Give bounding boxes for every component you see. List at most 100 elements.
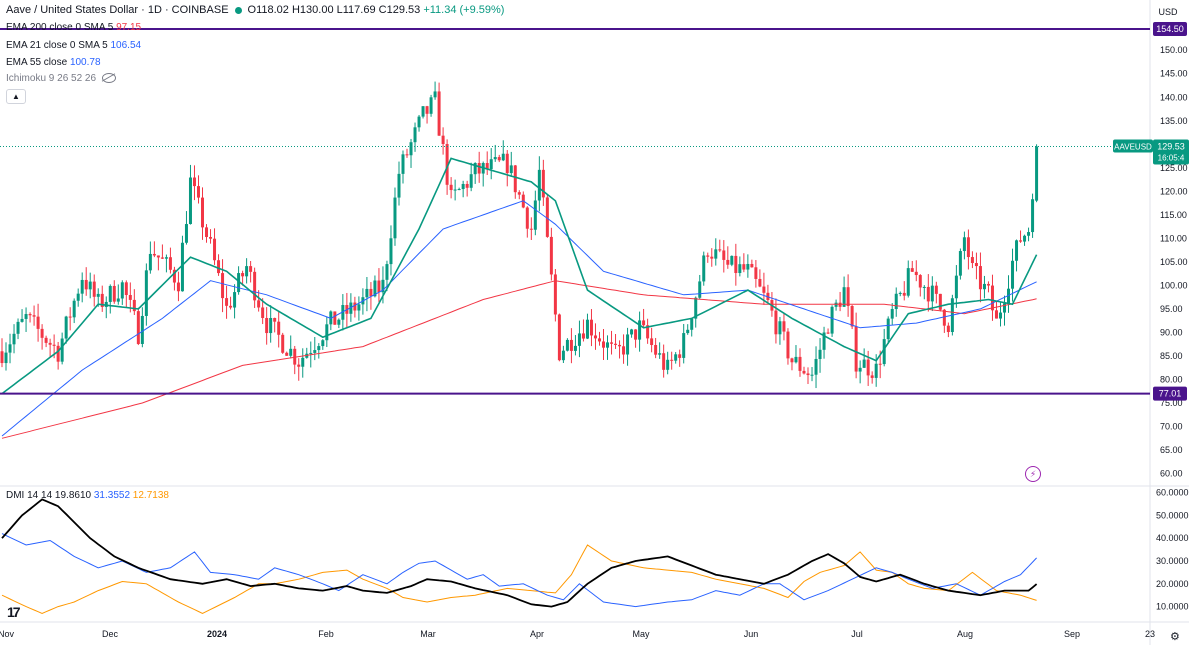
candle-body <box>686 329 690 334</box>
candle-body <box>998 312 1002 319</box>
price-tick-label: 70.00 <box>1160 422 1183 432</box>
candle-body <box>172 269 176 283</box>
candle-body <box>990 285 994 311</box>
candle-body <box>112 285 116 302</box>
candle-body <box>610 342 614 344</box>
candle-body <box>333 311 337 325</box>
candle-body <box>1019 240 1023 242</box>
candle-body <box>156 255 160 258</box>
candle-body <box>806 373 810 376</box>
candle-body <box>229 305 233 308</box>
candle-body <box>357 304 361 311</box>
candle-body <box>794 356 798 363</box>
candle-body <box>40 328 44 338</box>
price-tick-label: 140.00 <box>1160 92 1188 102</box>
price-tick-label: 135.00 <box>1160 116 1188 126</box>
candle-body <box>44 337 48 343</box>
level-price-label: 77.01 <box>1159 389 1182 399</box>
ema21-line <box>1 157 1038 395</box>
candle-body <box>914 271 918 276</box>
candle-body <box>273 317 277 322</box>
price-tick-label: 105.00 <box>1160 257 1188 267</box>
candle-body <box>666 359 670 370</box>
candle-body <box>894 293 898 310</box>
candle-body <box>802 370 806 374</box>
candle-body <box>309 352 313 354</box>
indicator-value: 106.54 <box>110 40 142 51</box>
candle-body <box>285 352 289 356</box>
candle-body <box>742 264 746 270</box>
candle-body <box>12 333 16 345</box>
indicator-ema21[interactable]: EMA 21 close 0 SMA 5 106.54 <box>6 40 141 51</box>
candle-body <box>690 318 694 330</box>
candle-body <box>144 270 148 316</box>
symbol-label[interactable]: Aave / United States Dollar · 1D · COINB… <box>6 4 229 16</box>
candle-body <box>184 224 188 243</box>
indicator-value: 100.78 <box>69 57 101 68</box>
candle-body <box>541 169 545 198</box>
adx-line <box>1 498 1038 608</box>
adx-value: 19.8610 <box>54 490 92 501</box>
candle-body <box>614 343 618 345</box>
candle-body <box>92 281 96 297</box>
candle-body <box>674 354 678 361</box>
symbol-title: Aave / United States Dollar · 1D · COINB… <box>6 4 504 16</box>
candle-body <box>798 356 802 371</box>
candle-body <box>862 359 866 368</box>
candle-body <box>0 351 4 364</box>
indicator-ema200[interactable]: EMA 200 close 0 SMA 5 97.15 <box>6 22 141 33</box>
candle-body <box>196 186 200 198</box>
candle-body <box>902 292 906 296</box>
indicator-ema55[interactable]: EMA 55 close 100.78 <box>6 57 101 68</box>
candle-body <box>870 375 874 378</box>
currency-label[interactable]: USD <box>1158 7 1178 17</box>
candle-body <box>545 197 549 237</box>
candle-body <box>24 314 28 319</box>
candle-body <box>946 325 950 333</box>
time-tick-label: Jun <box>744 629 759 639</box>
candle-body <box>425 106 429 114</box>
candle-body <box>60 338 64 362</box>
candle-body <box>301 357 305 367</box>
close-value: C129.53 <box>378 4 421 16</box>
alert-bolt-icon[interactable]: ⚡ <box>1025 466 1041 482</box>
time-tick-label: 2024 <box>207 629 227 639</box>
countdown-label: 16:05:4 <box>1158 154 1185 163</box>
price-tick-label: 125.00 <box>1160 163 1188 173</box>
candle-body <box>874 363 878 378</box>
price-tick-label: 115.00 <box>1160 210 1187 220</box>
candle-body <box>289 348 293 356</box>
level-price-label: 154.50 <box>1156 24 1184 34</box>
candle-body <box>942 309 946 326</box>
candle-body <box>569 339 573 351</box>
candle-body <box>842 287 846 307</box>
candle-body <box>926 286 930 302</box>
tradingview-logo[interactable]: 17 <box>7 604 21 620</box>
candle-body <box>994 310 998 319</box>
candle-body <box>597 338 601 342</box>
candle-body <box>321 340 325 347</box>
candle-body <box>710 256 714 259</box>
ticker-label: AAVEUSD <box>1114 143 1152 152</box>
candle-body <box>140 315 144 344</box>
candle-body <box>878 363 882 365</box>
candle-body <box>373 280 377 297</box>
candle-body <box>20 318 24 322</box>
candle-body <box>509 165 513 174</box>
indicator-ichimoku[interactable]: Ichimoku 9 26 52 26 <box>6 73 116 84</box>
indicator-value: 97.15 <box>116 22 142 33</box>
candle-body <box>938 293 942 310</box>
hidden-eye-icon[interactable] <box>101 73 116 84</box>
candle-body <box>136 311 140 344</box>
candle-body <box>28 314 32 316</box>
candle-body <box>786 331 790 359</box>
candle-body <box>830 306 834 334</box>
dmi-legend[interactable]: DMI 14 14 19.8610 31.3552 12.7138 <box>6 490 169 501</box>
candle-body <box>1007 288 1011 304</box>
collapse-legend-button[interactable]: ▲ <box>6 89 26 104</box>
gear-icon[interactable]: ⚙ <box>1170 631 1180 643</box>
candle-body <box>654 345 658 355</box>
candle-body <box>922 286 926 288</box>
candle-body <box>281 334 285 353</box>
